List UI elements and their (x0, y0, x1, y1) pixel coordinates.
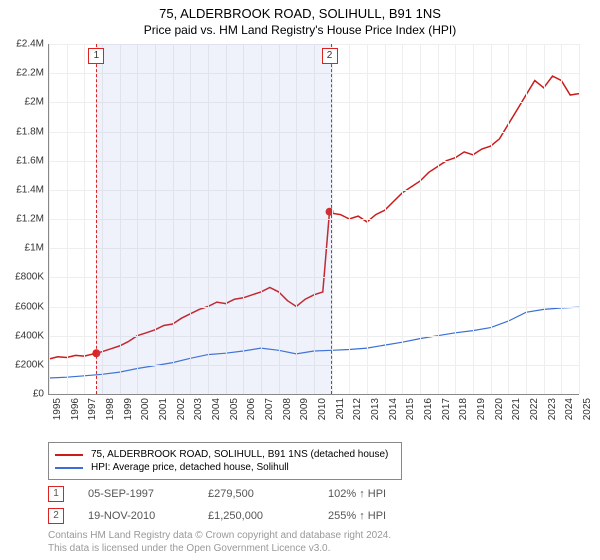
sale-marker: 1 (88, 48, 104, 64)
x-tick-label: 2021 (511, 398, 522, 420)
gridline-v (67, 44, 68, 394)
x-tick-label: 2005 (229, 398, 240, 420)
sale-idx: 2 (48, 508, 64, 524)
x-tick-label: 2011 (335, 398, 346, 420)
legend-swatch (55, 454, 83, 456)
x-tick-label: 2009 (299, 398, 310, 420)
x-tick-label: 1997 (87, 398, 98, 420)
x-tick-label: 2020 (494, 398, 505, 420)
sale-pct: 255% ↑ HPI (328, 510, 448, 522)
x-tick-label: 2010 (317, 398, 328, 420)
gridline-v (561, 44, 562, 394)
x-tick-label: 2013 (370, 398, 381, 420)
x-tick-label: 2024 (564, 398, 575, 420)
footer-line-2: This data is licensed under the Open Gov… (48, 543, 391, 556)
sale-date: 05-SEP-1997 (88, 488, 208, 500)
x-tick-label: 2015 (405, 398, 416, 420)
gridline-v (579, 44, 580, 394)
gridline-v (367, 44, 368, 394)
sale-row: 2 19-NOV-2010£1,250,000255% ↑ HPI (48, 508, 448, 524)
chart-subtitle: Price paid vs. HM Land Registry's House … (0, 21, 600, 41)
plot-area: 12 (48, 44, 579, 395)
legend-label: 75, ALDERBROOK ROAD, SOLIHULL, B91 1NS (… (91, 449, 388, 460)
footer: Contains HM Land Registry data © Crown c… (48, 530, 391, 555)
gridline-v (84, 44, 85, 394)
x-tick-label: 2001 (158, 398, 169, 420)
y-tick-label: £1.6M (0, 155, 44, 166)
x-tick-label: 2007 (264, 398, 275, 420)
sale-idx: 1 (48, 486, 64, 502)
sale-price: £1,250,000 (208, 510, 328, 522)
x-tick-label: 2008 (282, 398, 293, 420)
x-tick-label: 2012 (352, 398, 363, 420)
x-tick-label: 2025 (582, 398, 593, 420)
gridline-v (508, 44, 509, 394)
x-tick-label: 1996 (70, 398, 81, 420)
x-tick-label: 2019 (476, 398, 487, 420)
y-tick-label: £1.4M (0, 184, 44, 195)
gridline-v (332, 44, 333, 394)
gridline-v (455, 44, 456, 394)
x-tick-label: 2022 (529, 398, 540, 420)
footer-line-1: Contains HM Land Registry data © Crown c… (48, 530, 391, 543)
legend-label: HPI: Average price, detached house, Soli… (91, 462, 289, 473)
x-tick-label: 2014 (388, 398, 399, 420)
chart-title: 75, ALDERBROOK ROAD, SOLIHULL, B91 1NS (0, 0, 600, 21)
sale-date: 19-NOV-2010 (88, 510, 208, 522)
sale-pct: 102% ↑ HPI (328, 488, 448, 500)
sale-row: 1 05-SEP-1997£279,500102% ↑ HPI (48, 486, 448, 502)
gridline-v (438, 44, 439, 394)
sales-table: 1 05-SEP-1997£279,500102% ↑ HPI 2 19-NOV-20… (48, 486, 448, 530)
y-tick-label: £800K (0, 272, 44, 283)
y-tick-label: £200K (0, 359, 44, 370)
x-tick-label: 2004 (211, 398, 222, 420)
x-tick-label: 2000 (140, 398, 151, 420)
legend-item: 75, ALDERBROOK ROAD, SOLIHULL, B91 1NS (… (55, 449, 395, 460)
legend-item: HPI: Average price, detached house, Soli… (55, 462, 395, 473)
gridline-v (420, 44, 421, 394)
x-tick-label: 1998 (105, 398, 116, 420)
x-tick-label: 2002 (176, 398, 187, 420)
y-tick-label: £400K (0, 330, 44, 341)
y-tick-label: £1.2M (0, 214, 44, 225)
y-tick-label: £1.8M (0, 126, 44, 137)
x-tick-label: 2018 (458, 398, 469, 420)
y-tick-label: £1M (0, 243, 44, 254)
chart-container: 75, ALDERBROOK ROAD, SOLIHULL, B91 1NS P… (0, 0, 600, 560)
sale-price: £279,500 (208, 488, 328, 500)
gridline-v (526, 44, 527, 394)
gridline-v (491, 44, 492, 394)
legend: 75, ALDERBROOK ROAD, SOLIHULL, B91 1NS (… (48, 442, 402, 480)
gridline-v (402, 44, 403, 394)
gridline-v (473, 44, 474, 394)
y-tick-label: £2.2M (0, 68, 44, 79)
x-tick-label: 2016 (423, 398, 434, 420)
x-tick-label: 2023 (547, 398, 558, 420)
x-tick-label: 1999 (123, 398, 134, 420)
gridline-v (49, 44, 50, 394)
x-tick-label: 2017 (441, 398, 452, 420)
gridline-v (385, 44, 386, 394)
gridline-v (349, 44, 350, 394)
x-tick-label: 1995 (52, 398, 63, 420)
sale-marker: 2 (322, 48, 338, 64)
shaded-region (96, 44, 331, 394)
y-tick-label: £2.4M (0, 39, 44, 50)
y-tick-label: £2M (0, 97, 44, 108)
y-tick-label: £0 (0, 389, 44, 400)
x-tick-label: 2003 (193, 398, 204, 420)
legend-swatch (55, 467, 83, 469)
y-tick-label: £600K (0, 301, 44, 312)
x-tick-label: 2006 (246, 398, 257, 420)
gridline-v (544, 44, 545, 394)
